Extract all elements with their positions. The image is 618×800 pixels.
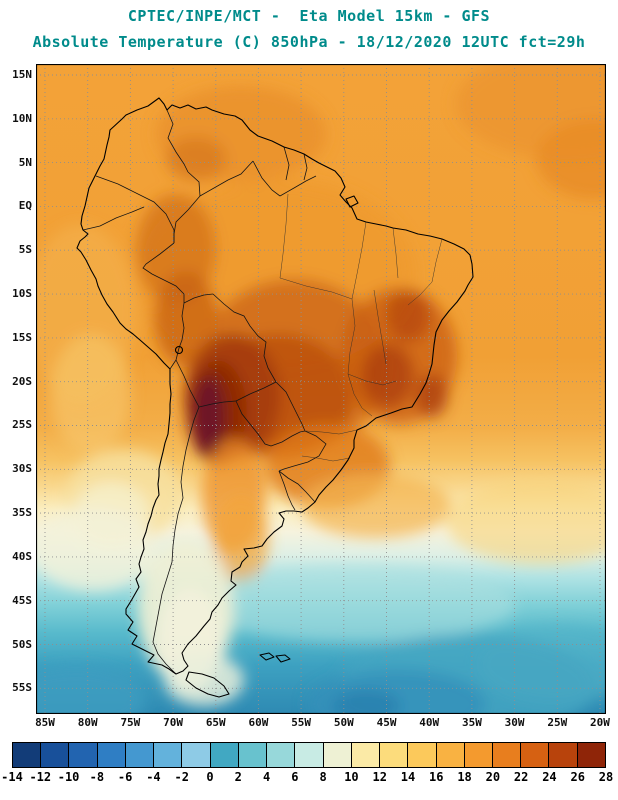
page-title-line1: CPTEC/INPE/MCT - Eta Model 15km - GFS: [127, 7, 491, 25]
map-canvas: [35, 63, 607, 715]
lat-label: 15S: [12, 330, 32, 344]
lon-label: 65W: [205, 716, 226, 729]
colorbar-cell: [322, 743, 351, 767]
lat-label: 20S: [12, 374, 32, 388]
colorbar-cell: [407, 743, 436, 767]
lat-label: 55S: [12, 681, 32, 695]
colorbar-cell: [40, 743, 69, 767]
colorbar-cell: [124, 743, 154, 767]
colorbar: [12, 742, 606, 768]
lat-label: 10S: [12, 287, 32, 301]
page-title-line2: Absolute Temperature (C) 850hPa - 18/12/…: [32, 33, 586, 51]
coastline: [76, 97, 474, 698]
lat-label: 15N: [12, 68, 32, 81]
grid: [36, 64, 606, 714]
colorbar-tick-label: 24: [542, 770, 557, 784]
colorbar-cell: [181, 743, 210, 767]
colorbar-tick-label: -2: [174, 770, 189, 784]
colorbar-tick-label: 18: [457, 770, 472, 784]
lat-label: 50S: [12, 637, 32, 651]
lat-label: 30S: [12, 462, 32, 476]
colorbar-tick-label: 20: [485, 770, 501, 784]
colorbar-tick-label: -14: [1, 770, 23, 784]
colorbar-cell: [491, 743, 521, 767]
colorbar-cell: [96, 743, 125, 767]
colorbar-cell: [379, 743, 408, 767]
colorbar-tick-label: 26: [570, 770, 585, 784]
colorbar-tick-label: 6: [291, 770, 299, 784]
temperature-field: [36, 64, 606, 714]
colorbar-tick-label: 0: [206, 770, 214, 784]
colorbar-cell: [13, 743, 41, 767]
colorbar-tick-label: 8: [319, 770, 327, 784]
lon-label: 80W: [77, 716, 98, 729]
lon-label: 60W: [248, 716, 269, 729]
lon-label: 75W: [120, 716, 141, 729]
colorbar-cell: [463, 743, 492, 767]
colorbar-tick-label: 16: [429, 770, 444, 784]
lon-label: 30W: [504, 716, 525, 729]
colorbar-cell: [435, 743, 464, 767]
lat-label: 35S: [12, 506, 32, 520]
lat-label: 5S: [18, 243, 32, 257]
map-container: [35, 63, 607, 715]
colorbar-cell: [548, 743, 577, 767]
lat-label: EQ: [18, 199, 32, 213]
lat-label: 5N: [18, 155, 32, 169]
colorbar-cell: [209, 743, 238, 767]
lat-label: 10N: [12, 111, 32, 125]
lon-label: 70W: [163, 716, 183, 729]
lon-label: 20W: [590, 716, 610, 729]
colorbar-cell: [350, 743, 380, 767]
map-frame: [35, 63, 607, 715]
lon-label: 85W: [35, 716, 55, 729]
colorbar-tick-label: 10: [344, 770, 359, 784]
colorbar-tick-label: -10: [57, 770, 80, 784]
colorbar-tick-label: 4: [262, 770, 271, 784]
colorbar-cell: [520, 743, 549, 767]
colorbar-tick-label: 2: [234, 770, 242, 784]
lon-label: 25W: [547, 716, 568, 729]
lon-label: 55W: [291, 716, 312, 729]
colorbar-cell: [68, 743, 97, 767]
colorbar-tick-label: -12: [29, 770, 52, 784]
colorbar-tick-label: 22: [513, 770, 529, 784]
lat-label: 45S: [12, 593, 32, 607]
colorbar-cell: [153, 743, 182, 767]
lon-label: 50W: [333, 716, 354, 729]
lon-label: 35W: [461, 716, 482, 729]
colorbar-labels: -14 -12 -10 -8 -6 -4 -2 0 2 4 6 8 10 12 14 16 18 20 22 24 26…: [0, 770, 618, 790]
colorbar-tick-label: 12: [372, 770, 387, 784]
lat-label: 40S: [12, 549, 32, 563]
colorbar-cell: [576, 743, 605, 767]
lon-label: 45W: [376, 716, 397, 729]
colorbar-tick-label: 14: [400, 770, 416, 784]
country-borders: [82, 109, 327, 675]
colorbar-tick-label: 28: [598, 770, 614, 784]
colorbar-cell: [237, 743, 267, 767]
colorbar-tick-label: -8: [89, 770, 105, 784]
colorbar-tick-label: -6: [117, 770, 133, 784]
colorbar-cell: [266, 743, 295, 767]
lat-label: 25S: [12, 418, 32, 432]
state-borders: [279, 193, 443, 462]
lon-label: 40W: [419, 716, 440, 729]
colorbar-tick-label: -4: [146, 770, 161, 784]
colorbar-cell: [294, 743, 323, 767]
